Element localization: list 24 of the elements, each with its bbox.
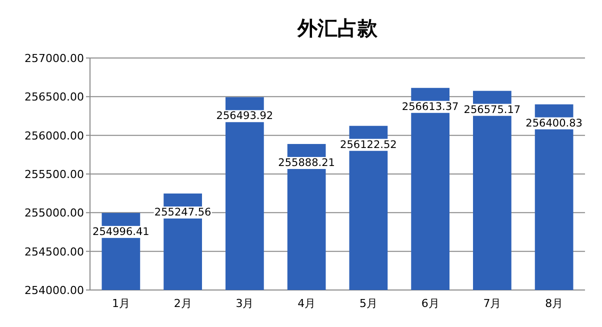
- x-tick-label: 5月: [359, 297, 378, 310]
- chart-title: 外汇占款: [296, 16, 378, 40]
- y-tick-label: 256500.00: [24, 90, 84, 104]
- data-label: 256575.17: [464, 104, 521, 116]
- data-label: 256613.37: [402, 100, 459, 113]
- x-tick-label: 1月: [112, 297, 130, 310]
- x-tick-label: 7月: [483, 297, 502, 310]
- data-label: 256493.92: [216, 110, 274, 122]
- x-tick-label: 3月: [236, 297, 254, 310]
- data-label: 256400.83: [526, 117, 582, 130]
- x-tick-label: 8月: [545, 297, 564, 310]
- x-tick-label: 2月: [174, 297, 192, 310]
- y-tick-label: 256000.00: [24, 129, 84, 142]
- x-tick-label: 6月: [421, 297, 440, 310]
- data-label: 256122.52: [340, 138, 397, 151]
- y-tick-label: 255500.00: [24, 168, 84, 181]
- data-label: 255888.21: [278, 156, 335, 169]
- y-tick-label: 254500.00: [24, 245, 84, 258]
- data-label: 255247.56: [154, 206, 212, 219]
- data-label: 254996.41: [92, 226, 150, 238]
- y-tick-label: 257000.00: [24, 52, 84, 65]
- x-tick-label: 4月: [298, 297, 316, 310]
- y-tick-label: 254000.00: [24, 284, 84, 297]
- y-tick-label: 255000.00: [24, 206, 84, 220]
